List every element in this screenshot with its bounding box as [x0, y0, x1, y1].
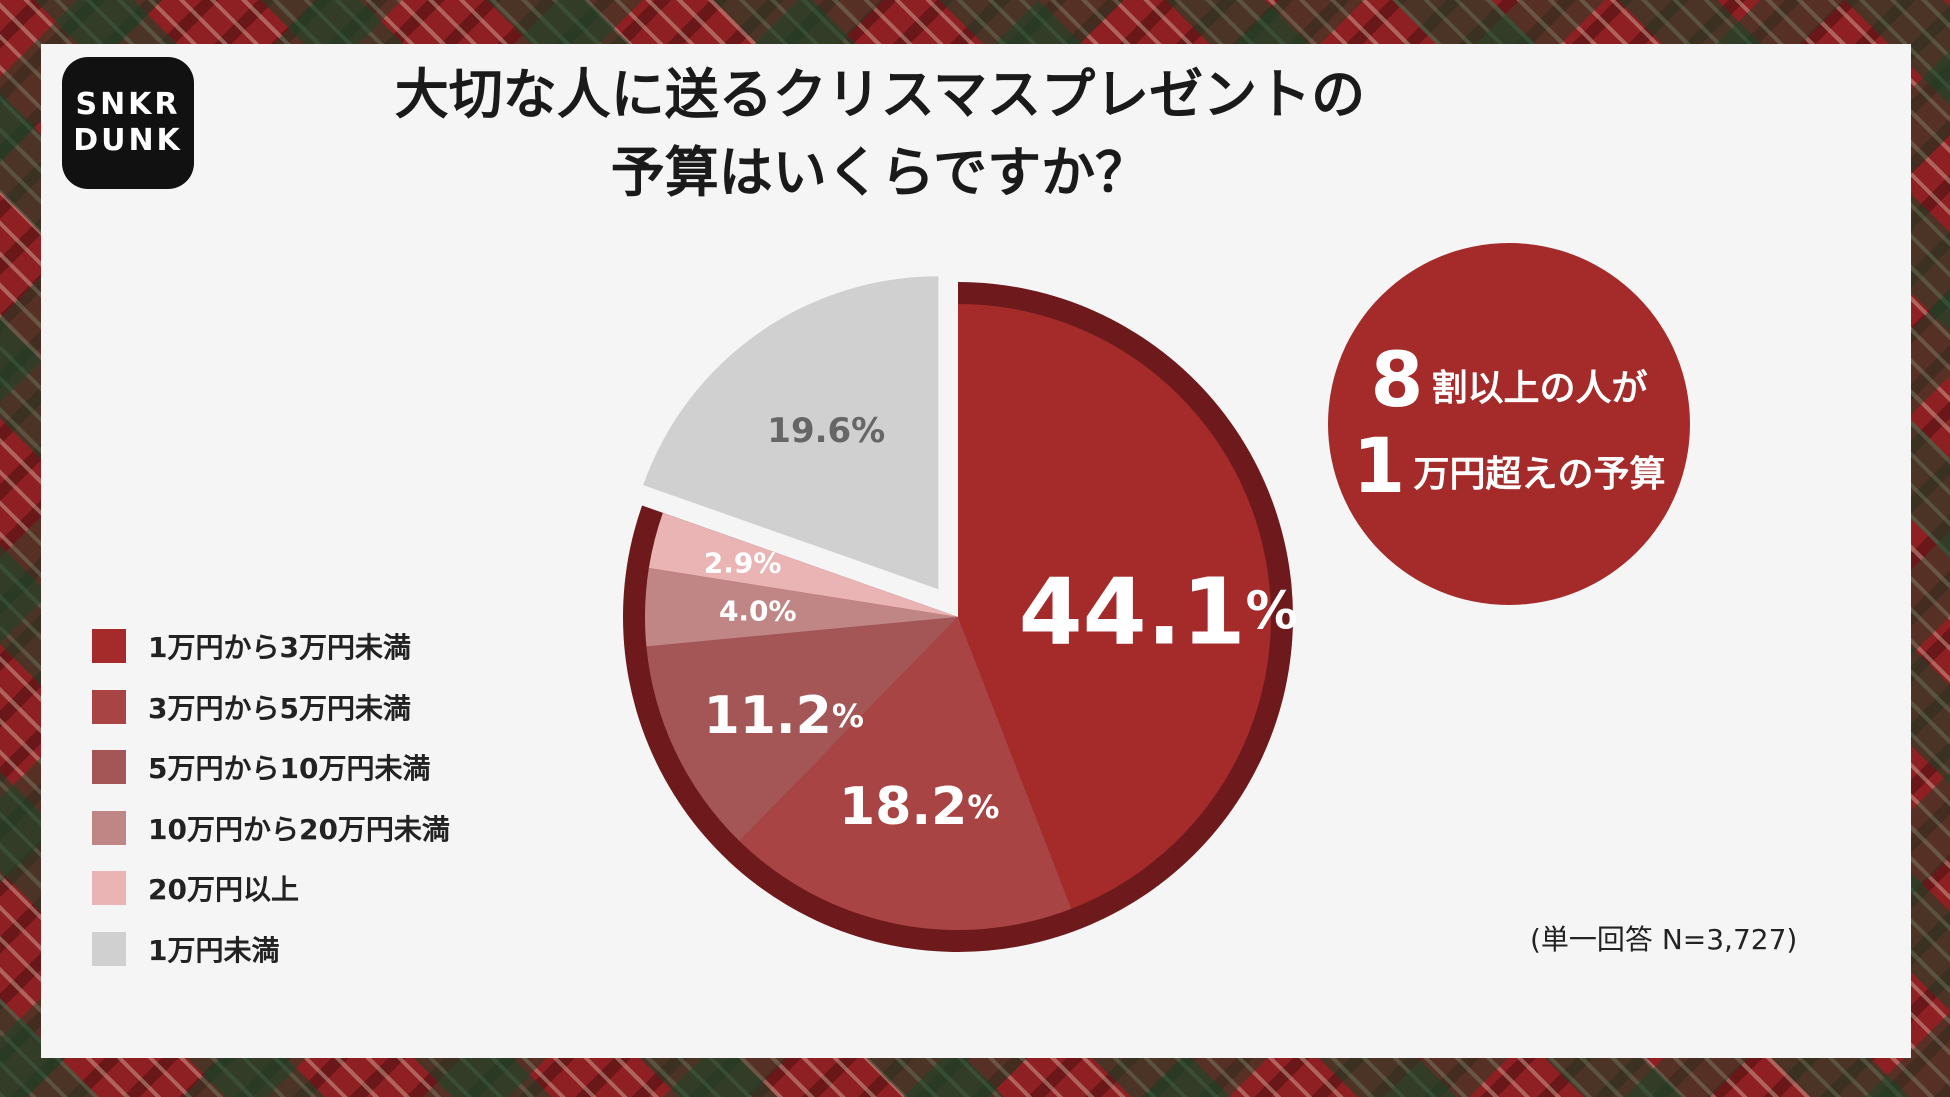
logo-text-line1: SNKR — [75, 87, 181, 122]
callout-text1: 割以上の人が — [1431, 368, 1648, 409]
callout-number-1: 1 — [1352, 421, 1406, 510]
pie-label-6: 19.6% — [767, 411, 885, 451]
pie-slice-1 — [958, 304, 1271, 909]
legend-item-5: 20万円以上 — [92, 870, 450, 906]
snkrdunk-logo: SNKR DUNK — [62, 57, 194, 189]
legend-label-5: 20万円以上 — [148, 873, 299, 906]
pie-label-5: 2.9% — [704, 546, 782, 579]
legend-label-3: 5万円から10万円未満 — [148, 752, 431, 785]
legend-swatch-3 — [92, 750, 126, 784]
pie-label-value-6: 19.6 — [767, 411, 851, 451]
callout-number-8: 8 — [1370, 335, 1424, 424]
pie-label-value-4: 4.0 — [719, 594, 769, 627]
pie-slice-4 — [645, 568, 958, 647]
pie-label-3: 11.2% — [704, 686, 864, 746]
callout-line2: 1 万円超えの予算 — [1328, 421, 1690, 510]
pie-label-unit-2: % — [967, 788, 999, 826]
pie-label-value-2: 18.2 — [839, 777, 967, 837]
legend: 1万円から3万円未満 3万円から5万円未満 5万円から10万円未満 10万円から20万… — [92, 628, 450, 991]
logo-text-line2: DUNK — [73, 123, 183, 158]
legend-swatch-1 — [92, 629, 126, 663]
legend-item-6: 1万円未満 — [92, 931, 450, 967]
chart-title: 大切な人に送るクリスマスプレゼントの 予算はいくらですか？ — [260, 56, 1500, 212]
legend-swatch-2 — [92, 689, 126, 724]
pie-label-value-5: 2.9 — [704, 546, 754, 579]
legend-label-4: 10万円から20万円未満 — [148, 812, 450, 846]
pie-label-2: 18.2% — [839, 777, 999, 837]
pie-label-unit-1: % — [1246, 581, 1298, 641]
chart-title-line1: 大切な人に送るクリスマスプレゼントの — [394, 63, 1366, 126]
summary-callout: 8 割以上の人が 1 万円超えの予算 — [1328, 243, 1690, 605]
callout-line1: 8 割以上の人が — [1328, 335, 1690, 424]
legend-label-6: 1万円未満 — [148, 933, 280, 967]
legend-item-4: 10万円から20万円未満 — [92, 810, 450, 846]
legend-swatch-4 — [92, 810, 126, 845]
legend-swatch-5 — [92, 871, 126, 905]
legend-label-1: 1万円から3万円未満 — [148, 631, 411, 664]
pie-slice-3 — [646, 617, 958, 842]
legend-item-2: 3万円から5万円未満 — [92, 689, 450, 725]
pie-label-value-3: 11.2 — [704, 686, 832, 746]
pie-label-4: 4.0% — [719, 594, 797, 627]
pie-label-unit-4: % — [769, 594, 797, 627]
pie-slice-6 — [643, 276, 939, 590]
legend-item-1: 1万円から3万円未満 — [92, 628, 450, 664]
callout-text2: 万円超えの予算 — [1413, 454, 1666, 495]
pie-label-1: 44.1% — [1019, 558, 1298, 665]
legend-label-2: 3万円から5万円未満 — [148, 691, 411, 725]
sample-note: (単一回答 N=3,727) — [1530, 923, 1798, 956]
pie-slice-5 — [648, 512, 958, 617]
pie-label-unit-5: % — [753, 546, 781, 579]
pie-label-unit-6: % — [851, 411, 885, 451]
chart-title-line2: 予算はいくらですか？ — [610, 141, 1150, 204]
pie-slice-2 — [739, 617, 1072, 931]
legend-item-3: 5万円から10万円未満 — [92, 749, 450, 785]
legend-swatch-6 — [92, 931, 126, 966]
pie-label-unit-3: % — [832, 697, 864, 735]
pie-label-value-1: 44.1 — [1019, 558, 1246, 665]
